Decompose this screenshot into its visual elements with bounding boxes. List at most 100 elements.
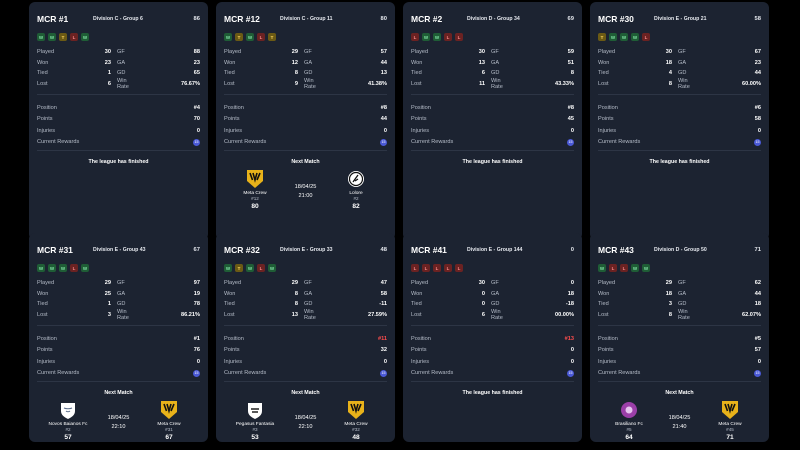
stat-row: Lost 6 Win Rate 00.00% (411, 309, 574, 321)
stat-label: Played (598, 280, 616, 287)
form-result: W (224, 33, 232, 41)
stat-label: GD (304, 301, 313, 308)
stat-label: GF (117, 280, 125, 287)
rewards-label: Current Rewards (37, 139, 80, 146)
match-hour: 21:00 (298, 193, 313, 199)
match-hour: 21:40 (672, 424, 687, 430)
reward-coin-icon[interactable]: 15 (754, 138, 761, 146)
home-team[interactable]: Brasiliano Fc #5 64 (604, 400, 654, 441)
injuries-value: 0 (196, 358, 200, 365)
away-team[interactable]: Meta Crew #45 71 (705, 400, 755, 441)
reward-coin-icon[interactable]: 15 (567, 138, 574, 146)
match-date: 18/04/25 (294, 184, 317, 190)
divider (598, 381, 761, 382)
stat-label: Played (598, 49, 616, 56)
reward-coin-icon[interactable]: 15 (380, 369, 387, 377)
stat-label: Lost (224, 311, 235, 318)
division-label: Division D - Group 34 (467, 16, 520, 22)
rewards-row: Current Rewards 15 (598, 137, 761, 149)
points-label: Points (411, 116, 427, 123)
form-result: T (235, 33, 243, 41)
card-header: MCR #41 Division E - Group 144 0 (411, 244, 574, 256)
points-label: Points (598, 347, 614, 354)
home-team[interactable]: Pegasus Fantasia #3 53 (230, 400, 280, 441)
position-row: Position #6 (598, 102, 761, 114)
stat-value: 65 (193, 70, 200, 77)
home-team[interactable]: Meta Crew #12 80 (230, 169, 280, 210)
stat-value: 44 (754, 290, 761, 297)
stat-value: 30 (104, 49, 111, 56)
home-team[interactable]: Novos Baianos Fc #2 57 (43, 400, 93, 441)
divider (37, 94, 200, 95)
injuries-label: Injuries (224, 358, 243, 365)
reward-coin-icon[interactable]: 15 (380, 138, 387, 146)
divider (411, 150, 574, 151)
stat-label: Won (37, 290, 49, 297)
stat-row: Lost 8 Win Rate 62.07% (598, 309, 761, 321)
stat-label: Won (37, 59, 49, 66)
away-team-name: Lolore (349, 191, 363, 196)
home-team-rank: #5 (626, 427, 632, 432)
stats-table: Played 30 GF 59 Won 13 GA 51 Tied 6 GD 8… (411, 47, 574, 90)
position-row: Position #8 (411, 102, 574, 114)
stat-value: 8 (294, 290, 298, 297)
points-row: Points 57 (598, 345, 761, 357)
stat-value: 6 (107, 80, 111, 87)
injuries-value: 0 (757, 358, 761, 365)
stat-label: Lost (411, 80, 422, 87)
injuries-value: 0 (570, 127, 574, 134)
stat-row: Played 30 GF 0 (411, 278, 574, 289)
stat-value: 62 (754, 280, 761, 287)
stat-value: 76.67% (181, 80, 200, 87)
next-match[interactable]: Pegasus Fantasia #3 53 18/04/25 22:10 Me… (216, 400, 395, 450)
stat-label: Win Rate (304, 308, 316, 321)
reward-coin-icon[interactable]: 15 (193, 138, 200, 146)
position-value: #4 (193, 104, 200, 111)
division-label: Division C - Group 11 (280, 16, 333, 22)
stat-value: 43.33% (555, 80, 574, 87)
stat-label: GF (304, 280, 312, 287)
reward-coin-icon[interactable]: 15 (754, 369, 761, 377)
stat-label: GA (491, 59, 500, 66)
position-value: #13 (564, 335, 574, 342)
league-finished-text: The league has finished (88, 159, 149, 165)
reward-coin-icon[interactable]: 15 (567, 369, 574, 377)
rewards-row: Current Rewards 15 (411, 368, 574, 380)
stat-row: Lost 11 Win Rate 43.33% (411, 78, 574, 90)
form-result: L (642, 33, 650, 41)
injuries-row: Injuries 0 (411, 356, 574, 368)
next-match[interactable]: Brasiliano Fc #5 64 18/04/25 21:40 Meta … (590, 400, 769, 450)
team-count: 86 (193, 16, 200, 22)
points-row: Points 32 (224, 345, 387, 357)
stat-label: GD (117, 301, 126, 308)
away-team[interactable]: Lolore #2 82 (331, 169, 381, 210)
stats-table: Played 29 GF 97 Won 25 GA 19 Tied 1 GD 7… (37, 278, 200, 321)
stat-value: 86.21% (181, 311, 200, 318)
points-row: Points 45 (411, 114, 574, 126)
position-label: Position (224, 104, 244, 111)
form-result: W (37, 264, 45, 272)
stat-value: 0 (481, 301, 485, 308)
stat-value: 12 (291, 59, 298, 66)
divider (411, 381, 574, 382)
form-result: T (268, 33, 276, 41)
reward-coin-icon[interactable]: 15 (193, 369, 200, 377)
home-team-score: 80 (251, 203, 259, 210)
next-match[interactable]: Novos Baianos Fc #2 57 18/04/25 22:10 Me… (29, 400, 208, 450)
next-match[interactable]: Meta Crew #12 80 18/04/25 21:00 Lolore #… (216, 169, 395, 219)
stat-label: GD (678, 301, 687, 308)
away-team[interactable]: Meta Crew #32 48 (331, 400, 381, 441)
team-name: MCR #12 (224, 14, 260, 24)
away-team[interactable]: Meta Crew #31 67 (144, 400, 194, 441)
injuries-value: 0 (757, 127, 761, 134)
